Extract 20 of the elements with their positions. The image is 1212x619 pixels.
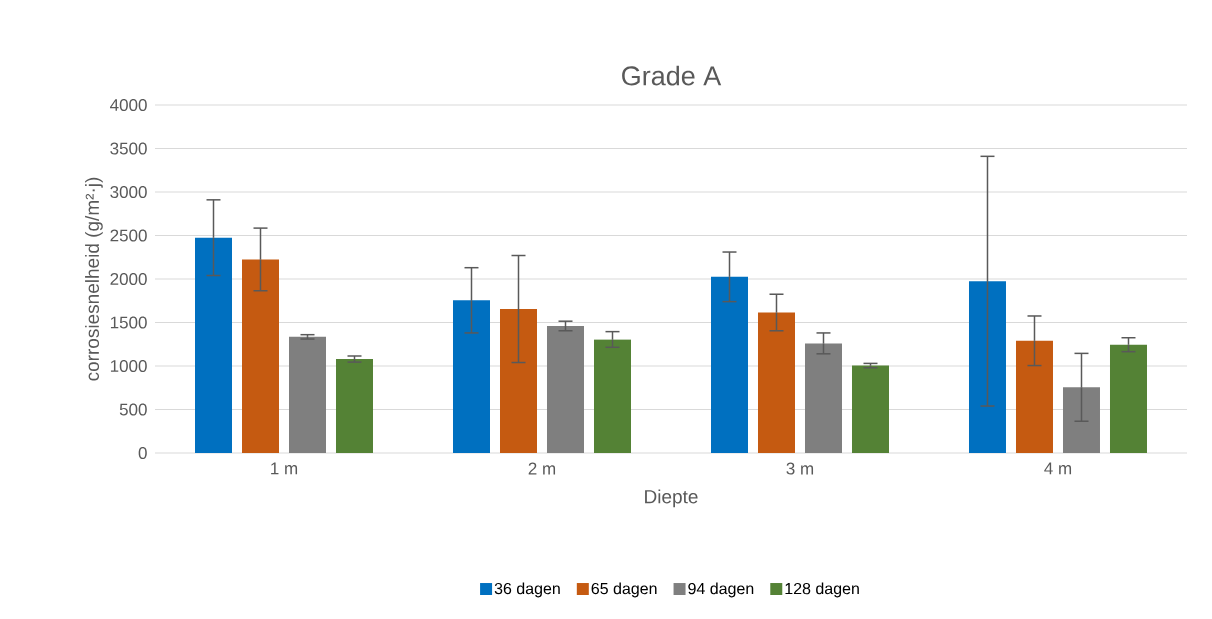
y-tick-label: 4000 — [110, 98, 147, 112]
y-tick-label: 2500 — [110, 229, 147, 242]
y-tick-label: 2000 — [110, 272, 147, 286]
x-tick-label: 2 m — [528, 462, 556, 475]
y-tick-label: 500 — [119, 403, 147, 416]
y-axis-title: corrosiesnelheid (g/m²·j) — [85, 177, 103, 381]
chart-title: Grade A — [622, 65, 722, 86]
legend-label: 94 dagen — [688, 582, 754, 598]
y-tick-label: 3000 — [110, 185, 147, 199]
legend-label: 65 dagen — [591, 582, 657, 598]
y-tick-label: 3500 — [110, 142, 147, 155]
legend-label: 128 dagen — [785, 582, 859, 598]
x-axis-title: Diepte — [645, 489, 698, 508]
y-tick-label: 0 — [138, 446, 147, 460]
x-tick-label: 3 m — [786, 462, 814, 475]
y-tick-label: 1000 — [110, 359, 147, 373]
x-tick-label: 4 m — [1044, 462, 1072, 475]
x-tick-label: 1 m — [271, 462, 298, 475]
y-tick-label: 1500 — [110, 316, 147, 329]
legend-label: 36 dagen — [494, 582, 560, 598]
